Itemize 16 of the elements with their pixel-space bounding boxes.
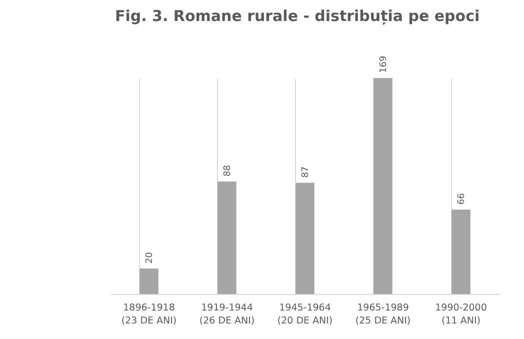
x-tick-label: 1990-2000 (11 ANI) xyxy=(435,302,487,326)
x-tick-label: 1896-1918 (23 DE ANI) xyxy=(121,302,177,326)
bar xyxy=(296,182,314,294)
bar xyxy=(374,78,392,294)
data-label: 88 xyxy=(223,164,233,177)
data-label: 20 xyxy=(145,252,155,264)
x-tick-label: 1965-1989 (25 DE ANI) xyxy=(355,302,411,326)
data-label: 169 xyxy=(379,56,389,73)
x-tick-label: 1945-1964 (20 DE ANI) xyxy=(277,302,333,326)
bar xyxy=(218,182,236,294)
bar xyxy=(452,210,470,294)
data-label: 87 xyxy=(301,166,311,178)
x-tick-label: 1919-1944 (26 DE ANI) xyxy=(199,302,255,326)
chart-title: Fig. 3. Romane rurale - distribuția pe epoci xyxy=(115,6,480,25)
data-label: 66 xyxy=(457,192,467,205)
bar xyxy=(140,268,158,294)
